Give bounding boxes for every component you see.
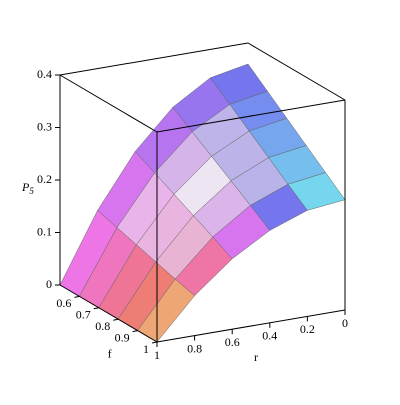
z-tick-label: 0.3 [37, 119, 52, 133]
f-tick [113, 318, 119, 321]
box-edge [156, 99, 346, 133]
f-tick-label: 0.7 [76, 308, 91, 322]
z-label-subscript: 5 [29, 186, 34, 196]
z-tick-label: 0.2 [37, 172, 52, 186]
box-edge [59, 42, 249, 76]
f-tick-label: 1 [143, 342, 149, 356]
box-edge [59, 284, 158, 343]
z-tick-label: 0.1 [37, 224, 52, 238]
f-tick [151, 341, 158, 344]
r-tick-label: 0.4 [262, 329, 277, 343]
surface [59, 63, 346, 343]
f-tick [93, 307, 99, 310]
surface-patch [287, 172, 346, 211]
f-tick-label: 0.8 [95, 319, 110, 333]
f-axis-label: f [108, 346, 112, 360]
box-edge [156, 309, 346, 343]
r-tick-label: 0 [342, 316, 348, 330]
z-tick-label: 0.4 [37, 67, 52, 81]
box-edge [247, 42, 346, 101]
f-tick [132, 330, 138, 333]
r-tick-label: 1 [154, 348, 160, 362]
f-tick [74, 295, 80, 298]
f-tick-label: 0.6 [56, 296, 71, 310]
z-tick-label: 0 [46, 277, 52, 291]
box-edge [59, 74, 158, 133]
z-label-base: P [21, 180, 30, 194]
f-tick-label: 0.9 [115, 330, 130, 344]
r-tick-label: 0.6 [225, 335, 240, 349]
r-tick-label: 0.8 [187, 341, 202, 355]
axes: 0 0.1 0.2 0.3 0.4 0.6 0.7 0.8 0.9 1 1 0.8 0.6 0.4 0.2 0… [37, 42, 348, 364]
r-tick-label: 0.2 [300, 322, 315, 336]
r-axis-label: r [254, 350, 258, 364]
z-axis-label: P5 [21, 180, 34, 196]
